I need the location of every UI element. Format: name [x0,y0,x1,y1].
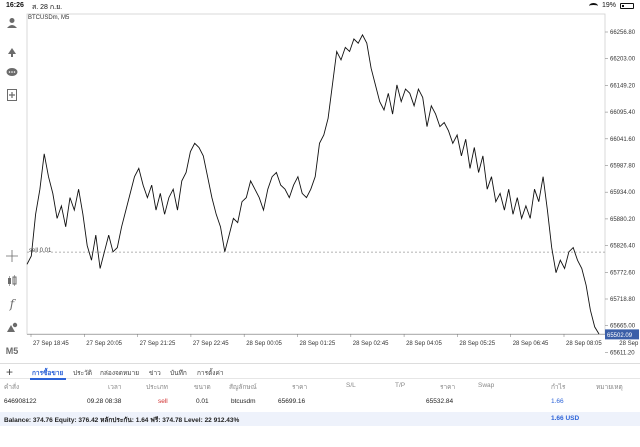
person-icon[interactable] [5,16,19,30]
y-tick-label: 65826.40 [610,244,636,250]
x-tick-label: 28 Sep 01:25 [300,341,336,347]
chart-canvas: 66256.80 66203.00 66149.20 66095.40 66041.60… [26,13,640,356]
header-time: เวลา [108,384,122,391]
y-tick-label: 66095.40 [610,110,636,116]
toolbox-tabs: + การซื้อขาย ประวัติ กล่องจดหมาย ข่าว บั… [0,363,640,380]
tab-history[interactable]: ประวัติ [73,370,92,377]
candles-icon[interactable] [5,274,19,288]
chat-icon[interactable] [5,66,19,80]
status-bar: 16:26 ส. 28 ก.ย. 19% [0,0,640,12]
y-tick-label: 65611.20 [610,350,635,356]
x-tick-label: 28 Sep 09:25 [619,341,640,347]
header-price: ราคา [292,384,308,391]
current-price-tag [605,329,639,340]
y-tick-label: 65718.80 [610,297,636,303]
header-type: ประเภท [146,384,168,391]
table-row[interactable]: 646908122 09.28 08:38 sell 0.01 btcusdm … [0,398,640,408]
header-current-price: ราคา [440,384,456,391]
arrows-icon[interactable] [5,44,19,58]
date: ส. 28 ก.ย. [32,4,63,11]
y-tick-label: 65934.00 [610,190,636,196]
header-tp: T/P [395,382,406,389]
current-price-tag-label: 65502.09 [607,333,633,339]
tab-journal[interactable]: บันทึก [170,370,187,377]
battery-icon [620,2,634,9]
header-swap: Swap [478,382,495,389]
wifi-icon [588,2,598,9]
cell-symbol: btcusdm [231,398,256,405]
price-series-line [26,33,600,335]
status-icons: 19% [588,2,634,9]
y-tick-label: 66203.00 [610,57,636,63]
header-symbol: สัญลักษณ์ [229,384,257,391]
left-toolbar: f M5 [0,12,24,356]
x-tick-label: 28 Sep 02:45 [353,341,389,347]
objects-icon[interactable] [5,320,19,334]
y-tick-label: 66041.60 [610,137,636,143]
y-tick-label: 65987.80 [610,164,636,170]
cell-current-price: 65532.84 [426,398,454,405]
new-order-button[interactable]: + [6,365,14,379]
tab-news[interactable]: ข่าว [149,370,161,377]
y-tick-label: 66149.20 [610,83,636,89]
add-document-icon[interactable] [5,88,19,102]
cell-size: 0.01 [196,398,209,405]
cell-price: 65699.16 [278,398,306,405]
table-header: คำสั่ง เวลา ประเภท ขนาด สัญลักษณ์ ราคา S… [0,382,640,392]
active-tab-indicator [30,378,66,380]
header-size: ขนาด [194,384,211,391]
x-tick-label: 27 Sep 18:45 [33,341,69,347]
balance-bar: Balance: 374.76 Equity: 376.42 หลักประกั… [0,412,640,426]
price-chart[interactable]: 66256.80 66203.00 66149.20 66095.40 66041.60… [24,12,640,356]
cell-time: 09.28 08:38 [87,398,122,405]
cell-order: 646908122 [4,398,37,405]
x-tick-label: 27 Sep 20:05 [86,341,122,347]
header-comment: หมายเหตุ [596,384,623,391]
tab-mailbox[interactable]: กล่องจดหมาย [100,370,140,377]
x-tick-label: 27 Sep 22:45 [193,341,229,347]
header-sl: S/L [346,382,356,389]
function-icon[interactable]: f [9,297,15,311]
y-tick-label: 65772.60 [610,270,636,276]
crosshair-icon[interactable] [5,249,19,263]
y-tick-label: 66256.80 [610,30,636,36]
cell-type: sell [158,398,168,405]
x-tick-label: 28 Sep 00:05 [246,341,282,347]
y-tick-label: 65665.00 [610,324,636,330]
plot-frame [26,13,606,335]
x-tick-label: 27 Sep 21:25 [140,341,176,347]
total-profit: 1.66 USD [551,415,580,422]
cell-profit: 1.66 [551,398,564,405]
timeframe-button[interactable]: M5 [5,346,19,356]
balance-summary: Balance: 374.76 Equity: 376.42 หลักประกั… [4,417,240,424]
x-tick-label: 28 Sep 05:25 [459,341,495,347]
header-profit: กำไร [551,384,566,391]
x-tick-label: 28 Sep 08:05 [566,341,602,347]
battery-percent: 19% [601,2,616,9]
x-tick-label: 28 Sep 06:45 [513,341,549,347]
tab-trade[interactable]: การซื้อขาย [32,370,64,377]
tab-settings[interactable]: การตั้งค่า [197,370,224,377]
header-order: คำสั่ง [4,384,20,391]
chart-symbol-label: BTCUSDm, M5 [28,15,70,21]
x-tick-label: 28 Sep 04:05 [406,341,442,347]
y-tick-label: 65880.20 [610,217,636,223]
clock: 16:26 [6,2,24,9]
sell-order-label: sell 0.01 [29,248,52,254]
